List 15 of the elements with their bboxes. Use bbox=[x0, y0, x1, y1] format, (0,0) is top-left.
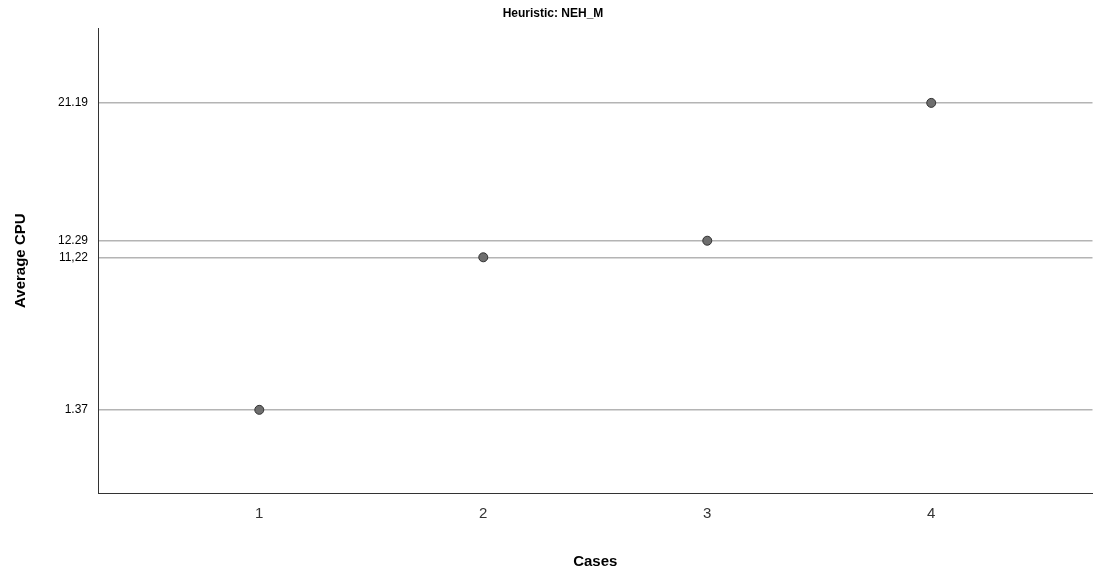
y-tick-label: 21.19 bbox=[58, 95, 89, 110]
x-tick-label: 2 bbox=[479, 504, 488, 522]
x-tick-label: 4 bbox=[927, 504, 936, 522]
y-tick-label: 1.37 bbox=[64, 402, 89, 417]
y-axis-title: Average CPU bbox=[11, 213, 29, 308]
point bbox=[926, 97, 937, 108]
point bbox=[702, 235, 713, 246]
y-tick-label: 12.29 bbox=[58, 233, 89, 248]
point bbox=[254, 404, 265, 415]
x-tick-label: 3 bbox=[703, 504, 712, 522]
point bbox=[478, 252, 489, 263]
chart-title: Heuristic: NEH_M bbox=[502, 5, 604, 20]
x-axis-title: Cases bbox=[573, 552, 618, 570]
y-tick-label: 11,22 bbox=[58, 249, 89, 264]
x-tick-label: 1 bbox=[255, 504, 264, 522]
